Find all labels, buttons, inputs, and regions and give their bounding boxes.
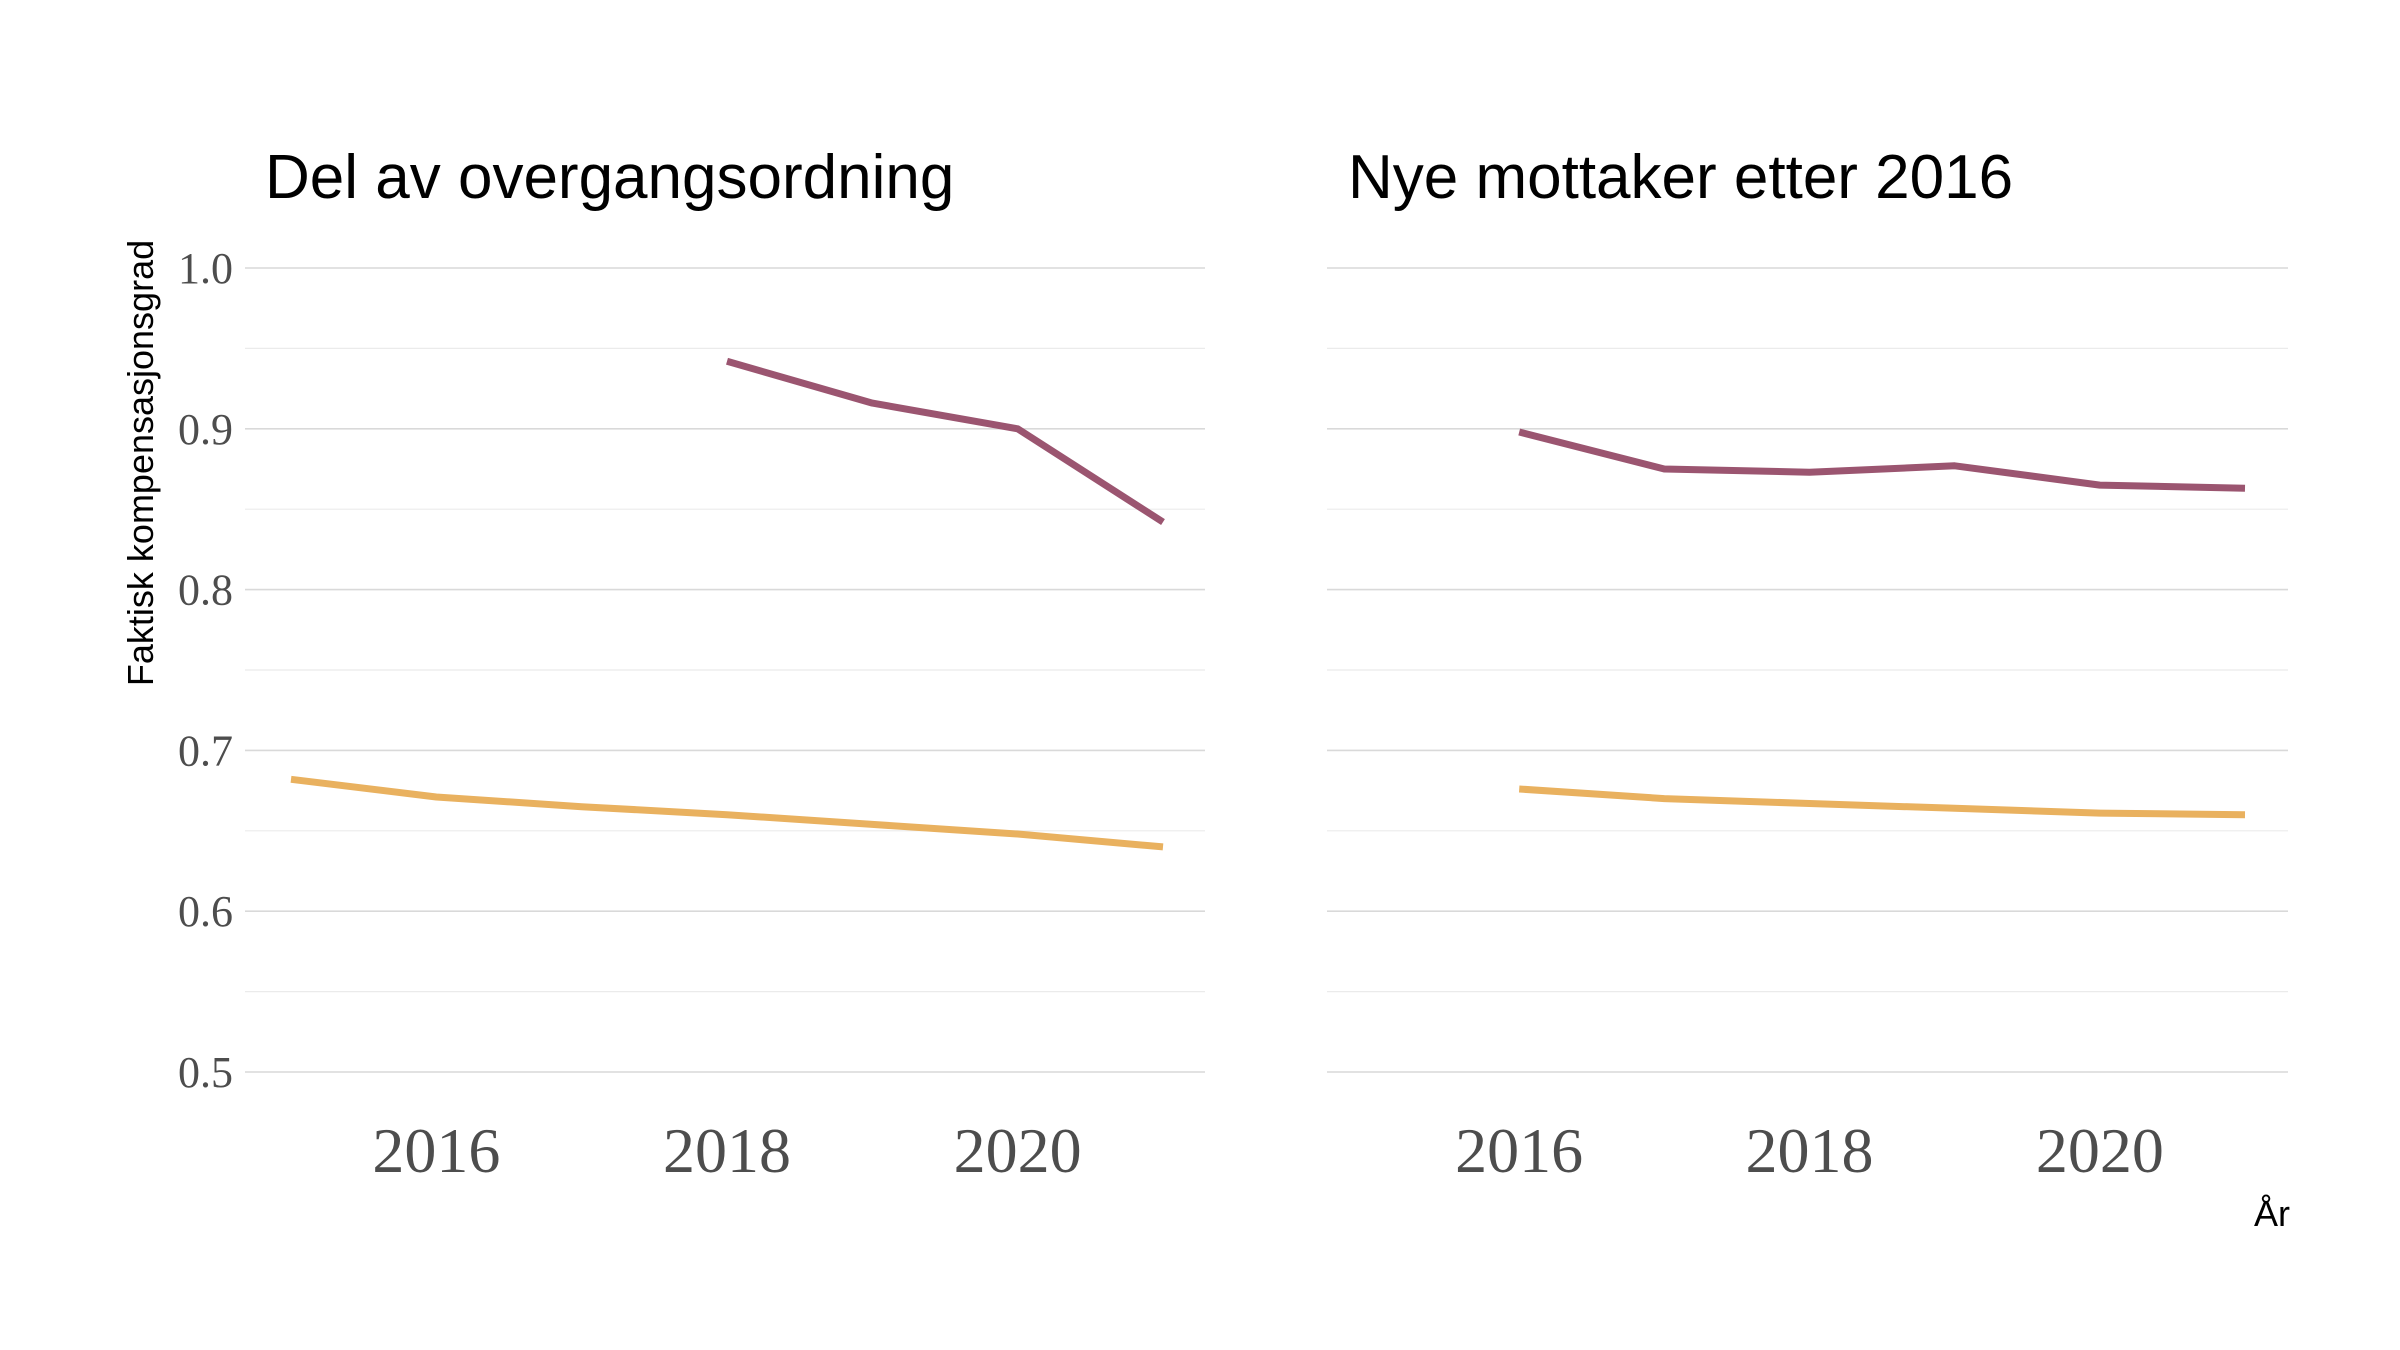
panel-left: Del av overgangsordning 0.5 0.6 0.7 0.8 0.9 1…	[178, 143, 1205, 1186]
x-tick-label: 2020	[954, 1115, 1082, 1186]
panel-title-right: Nye mottaker etter 2016	[1348, 143, 2013, 212]
series-line-2	[290, 775, 1164, 851]
y-tick-label: 0.6	[178, 887, 233, 936]
y-tick-label: 1.0	[178, 244, 233, 293]
panel-right: Nye mottaker etter 2016 2016 2018 2020	[1327, 143, 2288, 1186]
y-axis-title: Faktisk kompensasjonsgrad	[120, 240, 161, 686]
y-tick-label: 0.5	[178, 1048, 233, 1097]
y-tick-label: 0.8	[178, 566, 233, 615]
y-tick-label: 0.9	[178, 405, 233, 454]
gridlines	[1327, 267, 2288, 1073]
x-tick-label: 2018	[1746, 1115, 1874, 1186]
gridlines	[245, 267, 1205, 1073]
x-tick-label: 2016	[372, 1115, 500, 1186]
x-tick-label: 2020	[2036, 1115, 2164, 1186]
panel-title-left: Del av overgangsordning	[265, 143, 954, 212]
x-tick-label: 2018	[663, 1115, 791, 1186]
series-line-2	[1518, 785, 2246, 819]
y-tick-label: 0.7	[178, 726, 233, 775]
series-line-1	[726, 357, 1165, 526]
x-tick-label: 2016	[1455, 1115, 1583, 1186]
x-axis-title: År	[2254, 1193, 2290, 1234]
series-line-1	[1518, 428, 2246, 492]
